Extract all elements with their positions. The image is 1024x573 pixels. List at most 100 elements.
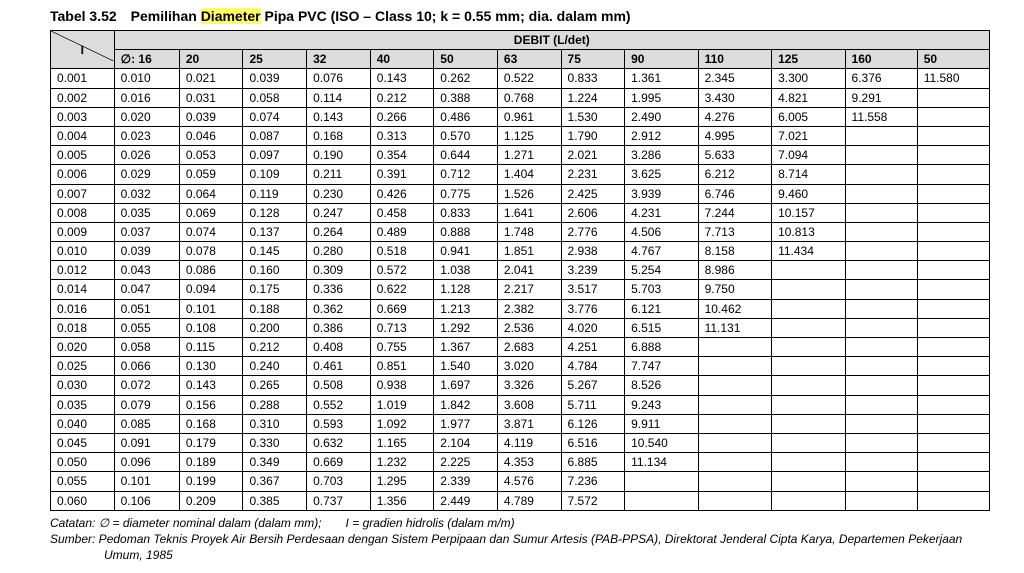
value-cell: [772, 338, 845, 357]
value-cell: 10.813: [772, 222, 845, 241]
value-cell: 11.131: [698, 318, 771, 337]
value-cell: [845, 472, 917, 491]
value-cell: 0.713: [370, 318, 434, 337]
value-cell: 6.005: [772, 107, 845, 126]
table-row: 0.0160.0510.1010.1880.3620.6691.2132.382…: [51, 299, 990, 318]
note-catatan: Catatan: ∅ = diameter nominal dalam (dal…: [50, 515, 996, 531]
value-cell: 0.669: [370, 299, 434, 318]
value-cell: 0.029: [114, 165, 179, 184]
value-cell: [917, 453, 989, 472]
value-cell: 0.522: [497, 69, 561, 88]
i-cell: 0.045: [51, 433, 115, 452]
value-cell: [772, 414, 845, 433]
value-cell: 0.669: [307, 453, 371, 472]
value-cell: [698, 357, 771, 376]
value-cell: 1.092: [370, 414, 434, 433]
table-row: 0.0080.0350.0690.1280.2470.4580.8331.641…: [51, 203, 990, 222]
value-cell: 0.385: [243, 491, 307, 510]
value-cell: [772, 395, 845, 414]
value-cell: 7.021: [772, 126, 845, 145]
value-cell: 1.697: [434, 376, 498, 395]
i-cell: 0.016: [51, 299, 115, 318]
value-cell: 3.300: [772, 69, 845, 88]
value-cell: 0.288: [243, 395, 307, 414]
value-cell: 6.516: [561, 433, 625, 452]
value-cell: 0.032: [114, 184, 179, 203]
value-cell: 0.115: [179, 338, 243, 357]
value-cell: [917, 242, 989, 261]
value-cell: 0.458: [370, 203, 434, 222]
value-cell: 0.703: [307, 472, 371, 491]
i-cell: 0.004: [51, 126, 115, 145]
value-cell: 2.683: [497, 338, 561, 357]
i-cell: 0.012: [51, 261, 115, 280]
value-cell: 0.091: [114, 433, 179, 452]
i-cell: 0.035: [51, 395, 115, 414]
value-cell: 0.055: [114, 318, 179, 337]
value-cell: [845, 318, 917, 337]
value-cell: 1.356: [370, 491, 434, 510]
value-cell: 4.576: [497, 472, 561, 491]
value-cell: 0.240: [243, 357, 307, 376]
value-cell: 2.425: [561, 184, 625, 203]
value-cell: 0.076: [307, 69, 371, 88]
value-cell: 2.490: [625, 107, 698, 126]
table-row: 0.0500.0960.1890.3490.6691.2322.2254.353…: [51, 453, 990, 472]
value-cell: 0.058: [114, 338, 179, 357]
value-cell: 2.776: [561, 222, 625, 241]
diameter-header: 20: [179, 50, 243, 69]
value-cell: 5.633: [698, 146, 771, 165]
i-cell: 0.025: [51, 357, 115, 376]
value-cell: 0.265: [243, 376, 307, 395]
value-cell: 4.767: [625, 242, 698, 261]
value-cell: 0.426: [370, 184, 434, 203]
value-cell: 1.038: [434, 261, 498, 280]
value-cell: 0.114: [307, 88, 371, 107]
table-row: 0.0400.0850.1680.3100.5931.0921.9773.871…: [51, 414, 990, 433]
value-cell: 2.339: [434, 472, 498, 491]
value-cell: 7.572: [561, 491, 625, 510]
value-cell: 11.580: [917, 69, 989, 88]
value-cell: 0.309: [307, 261, 371, 280]
value-cell: 2.041: [497, 261, 561, 280]
value-cell: [698, 453, 771, 472]
value-cell: 0.833: [561, 69, 625, 88]
value-cell: 10.462: [698, 299, 771, 318]
value-cell: 0.101: [114, 472, 179, 491]
caption-prefix: Tabel 3.52 Pemilihan: [50, 8, 201, 24]
value-cell: 5.711: [561, 395, 625, 414]
value-cell: 0.775: [434, 184, 498, 203]
value-cell: 1.224: [561, 88, 625, 107]
value-cell: 1.540: [434, 357, 498, 376]
value-cell: 7.747: [625, 357, 698, 376]
value-cell: 8.714: [772, 165, 845, 184]
value-cell: 1.995: [625, 88, 698, 107]
value-cell: [845, 395, 917, 414]
i-cell: 0.018: [51, 318, 115, 337]
value-cell: [845, 357, 917, 376]
value-cell: 6.888: [625, 338, 698, 357]
value-cell: 3.776: [561, 299, 625, 318]
page: Tabel 3.52 Pemilihan Diameter Pipa PVC (…: [0, 0, 1024, 573]
diameter-header: 50: [434, 50, 498, 69]
pvc-pipe-table: I DEBIT (L/det) ∅: 162025324050637590110…: [50, 30, 990, 511]
table-row: 0.0100.0390.0780.1450.2800.5180.9411.851…: [51, 242, 990, 261]
value-cell: 0.851: [370, 357, 434, 376]
value-cell: [625, 491, 698, 510]
value-cell: 0.632: [307, 433, 371, 452]
diameter-header: 160: [845, 50, 917, 69]
table-row: 0.0050.0260.0530.0970.1900.3540.6441.271…: [51, 146, 990, 165]
value-cell: 0.833: [434, 203, 498, 222]
value-cell: [698, 491, 771, 510]
value-cell: 1.213: [434, 299, 498, 318]
value-cell: 1.271: [497, 146, 561, 165]
value-cell: 8.526: [625, 376, 698, 395]
value-cell: 0.212: [243, 338, 307, 357]
value-cell: 6.376: [845, 69, 917, 88]
table-row: 0.0140.0470.0940.1750.3360.6221.1282.217…: [51, 280, 990, 299]
diameter-header: 40: [370, 50, 434, 69]
i-cell: 0.009: [51, 222, 115, 241]
value-cell: 5.254: [625, 261, 698, 280]
value-cell: 0.961: [497, 107, 561, 126]
value-cell: 0.755: [370, 338, 434, 357]
